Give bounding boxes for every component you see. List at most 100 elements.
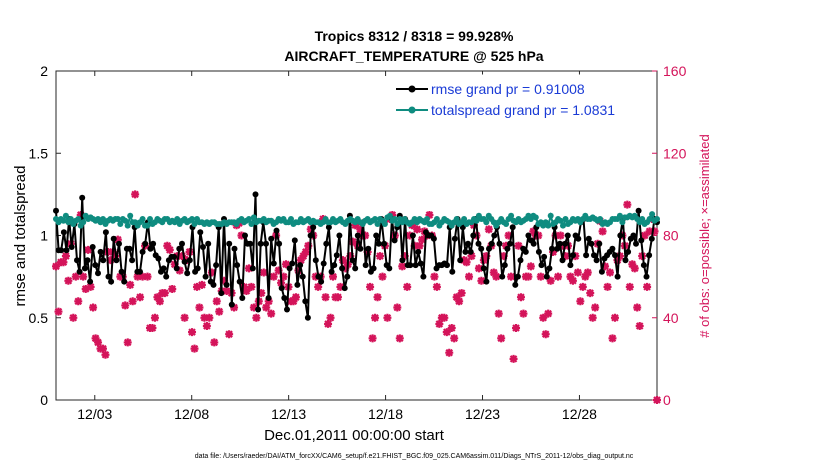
obs-assimilated-marker (507, 272, 516, 281)
rmse-point (236, 278, 243, 285)
rmse-point (549, 245, 555, 252)
rmse-point (362, 262, 369, 269)
totalspread-point (639, 216, 646, 222)
rmse-point (84, 257, 91, 264)
y2-tick-label: 40 (663, 310, 679, 326)
rmse-point (535, 248, 542, 255)
obs-assimilated-marker (346, 252, 355, 261)
y2-tick-label: 160 (663, 63, 687, 79)
obs-assimilated-marker (274, 266, 283, 275)
totalspread-point (461, 216, 468, 222)
rmse-point (273, 227, 280, 234)
obs-assimilated-marker (222, 287, 231, 296)
rmse-point (507, 240, 513, 247)
rmse-point (475, 240, 482, 247)
obs-assimilated-marker (160, 289, 169, 298)
rmse-point (139, 248, 146, 255)
rmse-point (76, 268, 83, 275)
y-tick-label: 0.5 (29, 310, 49, 326)
obs-assimilated-marker (378, 272, 387, 281)
obs-assimilated-marker (262, 303, 271, 312)
obs-assimilated-marker (225, 330, 234, 339)
obs-assimilated-marker (190, 344, 199, 353)
obs-assimilated-marker (336, 282, 345, 291)
obs-assimilated-marker (452, 293, 461, 302)
obs-assimilated-marker (94, 338, 103, 347)
totalspread-point (245, 216, 252, 222)
obs-assimilated-marker (180, 313, 189, 322)
rmse-point (297, 262, 304, 269)
legend: rmse grand pr = 0.91008 totalspread gran… (391, 74, 655, 124)
obs-assimilated-marker (467, 252, 476, 261)
obs-assimilated-marker (368, 334, 377, 343)
obs-assimilated-marker (153, 293, 162, 302)
rmse-point (640, 262, 647, 269)
obs-assimilated-marker (173, 252, 182, 261)
totalspread-point (147, 216, 153, 222)
rmse-point (357, 245, 364, 252)
rmse-point (299, 273, 306, 280)
obs-assimilated-marker (561, 252, 570, 261)
obs-assimilated-marker (455, 297, 464, 306)
rmse-point (504, 245, 511, 252)
rmse-point (596, 240, 603, 247)
obs-assimilated-marker (249, 303, 258, 312)
rmse-point (310, 224, 317, 231)
rmse-point (415, 248, 422, 255)
rmse-point (556, 240, 563, 247)
totalspread-point (67, 216, 74, 222)
rmse-point (102, 229, 109, 236)
rmse-point (465, 240, 471, 247)
obs-assimilated-marker (282, 260, 291, 269)
rmse-point (108, 278, 115, 285)
totalspread-point (508, 212, 515, 219)
totalspread-point (288, 216, 294, 222)
rmse-point (265, 295, 272, 301)
obs-assimilated-marker (578, 282, 587, 291)
obs-assimilated-marker (425, 210, 434, 219)
totalspread-point (374, 221, 381, 227)
rmse-point (113, 257, 120, 264)
obs-assimilated-marker (64, 276, 73, 285)
rmse-point (336, 232, 343, 239)
rmse-point (420, 273, 427, 280)
rmse-point (186, 257, 193, 264)
y-tick-label: 1.5 (29, 145, 49, 161)
obs-assimilated-marker (348, 237, 357, 246)
obs-assimilated-marker (556, 231, 565, 240)
legend-spread-marker (408, 106, 416, 114)
obs-assimilated-marker (212, 297, 221, 306)
obs-assimilated-marker (544, 309, 553, 318)
obs-assimilated-marker (568, 276, 577, 285)
totalspread-point (654, 216, 660, 222)
totalspread-point (117, 221, 124, 227)
rmse-point (110, 235, 117, 242)
obs-assimilated-marker (484, 225, 493, 234)
rmse-point (100, 257, 107, 264)
obs-assimilated-marker (603, 282, 612, 291)
obs-assimilated-marker (54, 307, 63, 316)
totalspread-point (62, 212, 69, 219)
rmse-point (231, 245, 238, 252)
obs-assimilated-marker (138, 272, 147, 281)
rmse-point (92, 262, 99, 269)
rmse-point (543, 273, 550, 280)
rmse-point (176, 245, 183, 252)
obs-assimilated-marker (640, 231, 649, 240)
obs-assimilated-marker (633, 303, 642, 312)
rmse-point (467, 248, 474, 255)
totalspread-point (394, 221, 401, 227)
ticks-layer: 12/03 12/08 12/13 12/18 12/23 12/28 0 0.5 1 1.5 2 0… (29, 63, 687, 422)
rmse-point (147, 245, 154, 252)
y-axis-label: rmse and totalspread (12, 166, 29, 307)
obs-assimilated-marker (136, 293, 145, 302)
rmse-point (129, 257, 136, 264)
obs-assimilated-marker (361, 231, 370, 240)
obs-assimilated-marker (400, 252, 409, 261)
obs-assimilated-marker (341, 264, 350, 273)
obs-assimilated-marker (356, 225, 365, 234)
obs-assimilated-marker (306, 225, 315, 234)
obs-assimilated-marker (591, 303, 600, 312)
obs-assimilated-marker (432, 282, 441, 291)
